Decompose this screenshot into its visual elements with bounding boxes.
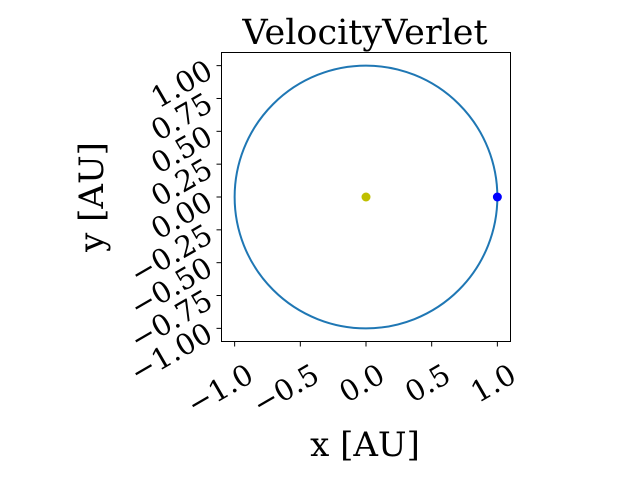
x-tick-label: 1.0: [465, 357, 522, 410]
chart-title: VelocityVerlet: [241, 13, 487, 53]
x-tick-label: −1.0: [181, 357, 259, 422]
x-tick-label: −0.5: [247, 357, 325, 422]
plot-area: [233, 64, 502, 330]
y-axis: −1.00−0.75−0.50−0.250.000.250.500.751.00: [124, 53, 222, 390]
x-axis: −1.0−0.5 0.0 0.5 1.0: [181, 341, 522, 422]
x-axis-label: x [AU]: [310, 425, 420, 465]
planet-point: [492, 192, 502, 202]
x-tick-label: 0.0: [333, 357, 390, 410]
sun-point: [361, 192, 371, 202]
x-tick-label: 0.5: [399, 357, 456, 410]
y-axis-label: y [AU]: [72, 142, 112, 253]
